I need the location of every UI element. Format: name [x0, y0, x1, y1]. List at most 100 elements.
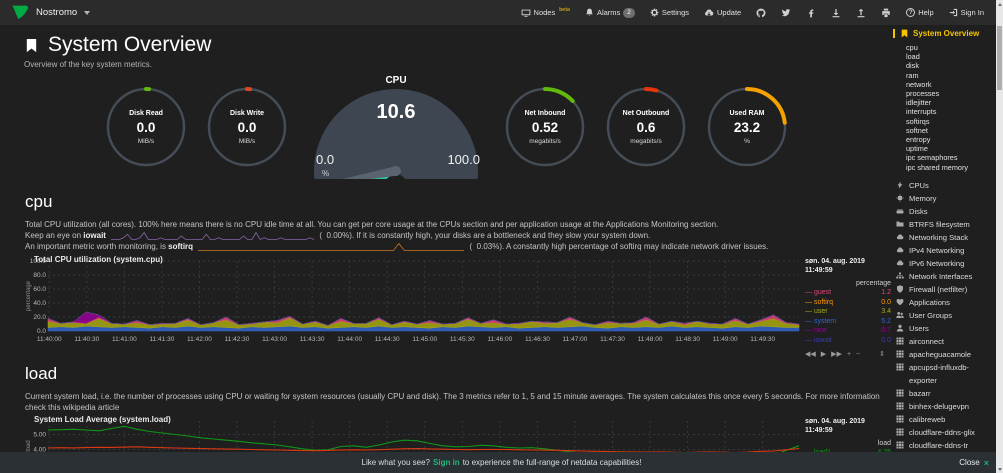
- export-snapshot-button[interactable]: [831, 8, 841, 18]
- scroll-down-arrow[interactable]: [996, 465, 1003, 473]
- twitter-button[interactable]: [781, 8, 791, 18]
- svg-text:11:41:30: 11:41:30: [149, 336, 174, 343]
- sidebar-item-btrfs-filesystem[interactable]: BTRFS filesystem: [893, 218, 996, 231]
- sidebar-subitem-entropy[interactable]: entropy: [906, 135, 931, 145]
- svg-text:load: load: [26, 440, 32, 451]
- sidebar-item-users[interactable]: Users: [893, 322, 996, 335]
- facebook-icon: [806, 8, 816, 18]
- scrollbar-thumb[interactable]: [997, 26, 1002, 90]
- gauge-disk-write[interactable]: Disk Write 0.0 MiB/s: [205, 85, 289, 169]
- footer-close-button[interactable]: Close ×: [959, 457, 989, 468]
- legend-row-nice[interactable]: — nice 0.7: [805, 327, 891, 334]
- chevron-down-icon[interactable]: [84, 10, 91, 15]
- cpu-chart[interactable]: Total CPU utilization (system.cpu) 11:40…: [25, 255, 891, 358]
- sidebar-item-networking-stack[interactable]: Networking Stack: [893, 231, 996, 244]
- iowait-sparkline[interactable]: [110, 231, 315, 241]
- nodes-button[interactable]: Nodes beta: [521, 6, 570, 18]
- hostname[interactable]: Nostromo: [36, 7, 78, 18]
- sidebar-item-user-groups[interactable]: User Groups: [893, 309, 996, 322]
- legend-row-iowait[interactable]: — iowait 0.0: [805, 336, 891, 344]
- gauges-row: Disk Read 0.0 MiB/s Disk Write 0.0 MiB/s CPU…: [0, 75, 893, 224]
- sidebar-subitem-idlejitter[interactable]: idlejitter: [906, 98, 932, 108]
- gauge-used-ram[interactable]: Used RAM 23.2%: [705, 85, 789, 169]
- zoom-out-button[interactable]: −: [856, 351, 861, 358]
- sidebar-item-system-overview[interactable]: System Overview: [893, 29, 996, 38]
- alarms-button[interactable]: Alarms 2: [585, 7, 635, 18]
- svg-text:11:43:30: 11:43:30: [300, 336, 325, 343]
- legend-row-guest[interactable]: — guest 1.2: [805, 289, 891, 296]
- sidebar-subitem-ram[interactable]: ram: [906, 70, 919, 80]
- scroll-up-arrow[interactable]: [996, 0, 1003, 8]
- help-button[interactable]: ? Help: [906, 8, 934, 17]
- print-button[interactable]: [881, 8, 891, 18]
- legend-row-user[interactable]: — user 3.4: [805, 308, 891, 315]
- facebook-button[interactable]: [806, 8, 816, 18]
- sidebar-item-apcupsd-influxdb-exporter[interactable]: apcupsd-influxdb-exporter: [893, 361, 996, 387]
- sidebar-subitem-softirqs[interactable]: softirqs: [906, 116, 930, 126]
- zoom-in-button[interactable]: +: [846, 351, 852, 358]
- sidebar-item-ipv4-networking[interactable]: IPv4 Networking: [893, 244, 996, 257]
- gauge-disk-read[interactable]: Disk Read 0.0 MiB/s: [104, 85, 188, 169]
- github-button[interactable]: [756, 8, 766, 18]
- sidebar-item-ipv6-networking[interactable]: IPv6 Networking: [893, 257, 996, 270]
- softirq-sparkline[interactable]: [197, 242, 465, 252]
- grid-icon: [896, 350, 904, 358]
- section-heading-cpu: cpu: [25, 192, 53, 211]
- svg-text:100.0: 100.0: [30, 258, 47, 265]
- legend-row-system[interactable]: — system 5.2: [805, 317, 891, 325]
- sidebar-subitem-load[interactable]: load: [906, 52, 920, 62]
- sidebar-subitem-processes[interactable]: processes: [906, 89, 940, 99]
- gauge-net-inbound[interactable]: Net Inbound 0.52 megabits/s: [503, 85, 587, 169]
- sidebar-subitem-interrupts[interactable]: interrupts: [906, 107, 937, 117]
- gauge-net-outbound[interactable]: Net Outbound 0.6 megabits/s: [604, 85, 688, 169]
- gauge-unit: megabits/s: [529, 137, 561, 145]
- sidebar-subitem-softnet[interactable]: softnet: [906, 125, 928, 135]
- gauge-label: Used RAM: [729, 109, 765, 117]
- sidebar-item-cpus[interactable]: CPUs: [893, 179, 996, 192]
- sidebar-item-calibreweb[interactable]: calibreweb: [893, 413, 996, 426]
- pan-left-button[interactable]: ◀◀: [805, 351, 816, 358]
- gauge-cpu[interactable]: CPU 10.6 0.0 100.0 %: [310, 75, 482, 224]
- sidebar-item-memory[interactable]: Memory: [893, 192, 996, 205]
- load-section-text: Current system load, i.e. the number of …: [25, 392, 880, 412]
- play-button[interactable]: ▶: [820, 351, 827, 358]
- sidebar-item-applications[interactable]: Applications: [893, 296, 996, 309]
- sidebar-item-network-interfaces[interactable]: Network Interfaces: [893, 270, 996, 283]
- sidebar-item-binhex-delugevpn[interactable]: binhex-delugevpn: [893, 400, 996, 413]
- import-snapshot-button[interactable]: [856, 8, 866, 18]
- chart-toolbar: ◀◀ ▶ ▶▶ + − ⇕: [805, 350, 891, 359]
- hdd-icon: [896, 207, 904, 215]
- wikipedia-link[interactable]: this wikipedia article: [48, 403, 120, 412]
- beta-badge: beta: [559, 6, 570, 13]
- gauge-label: Disk Read: [129, 109, 163, 117]
- gear-icon: [650, 8, 659, 17]
- sidebar-item-firewall-netfilter-[interactable]: Firewall (netfilter): [893, 283, 996, 296]
- sidebar-subitem-cpu[interactable]: cpu: [906, 43, 918, 52]
- sidebar-subitem-ipc-semaphores[interactable]: ipc semaphores: [906, 153, 958, 163]
- svg-text:11:44:00: 11:44:00: [337, 336, 362, 343]
- github-icon: [756, 8, 766, 18]
- legend-row-softirq[interactable]: — softirq 0.0: [805, 298, 891, 306]
- sidebar-item-bazarr[interactable]: bazarr: [893, 387, 996, 400]
- sidebar-subitem-ipc-shared-memory[interactable]: ipc shared memory: [906, 162, 969, 172]
- sidebar-subitem-network[interactable]: network: [906, 79, 932, 89]
- sidebar-subitem-disk[interactable]: disk: [906, 61, 919, 71]
- page-scrollbar[interactable]: [996, 0, 1003, 473]
- footer-signin-link[interactable]: Sign in: [433, 458, 460, 467]
- sidebar-subitem-uptime[interactable]: uptime: [906, 144, 928, 154]
- sidebar-item-disks[interactable]: Disks: [893, 205, 996, 218]
- signin-button[interactable]: Sign In: [949, 8, 984, 17]
- svg-text:11:48:00: 11:48:00: [638, 336, 663, 343]
- netdata-logo-icon[interactable]: [12, 5, 29, 20]
- sidebar-item-airconnect[interactable]: airconnect: [893, 335, 996, 348]
- svg-text:20.0: 20.0: [33, 314, 46, 321]
- sidebar-item-apacheguacamole[interactable]: apacheguacamole: [893, 348, 996, 361]
- pan-right-button[interactable]: ▶▶: [831, 351, 842, 358]
- resize-handle[interactable]: ⇕: [879, 351, 886, 358]
- sidebar-item-cloudflare-ddns-tr[interactable]: cloudflare-ddns-tr: [893, 439, 996, 452]
- sidebar-item-cloudflare-ddns-glix[interactable]: cloudflare-ddns-glix: [893, 426, 996, 439]
- update-button[interactable]: Update: [704, 8, 741, 18]
- bookmark-icon: [24, 38, 39, 53]
- grid-icon: [896, 415, 904, 423]
- settings-button[interactable]: Settings: [650, 8, 689, 17]
